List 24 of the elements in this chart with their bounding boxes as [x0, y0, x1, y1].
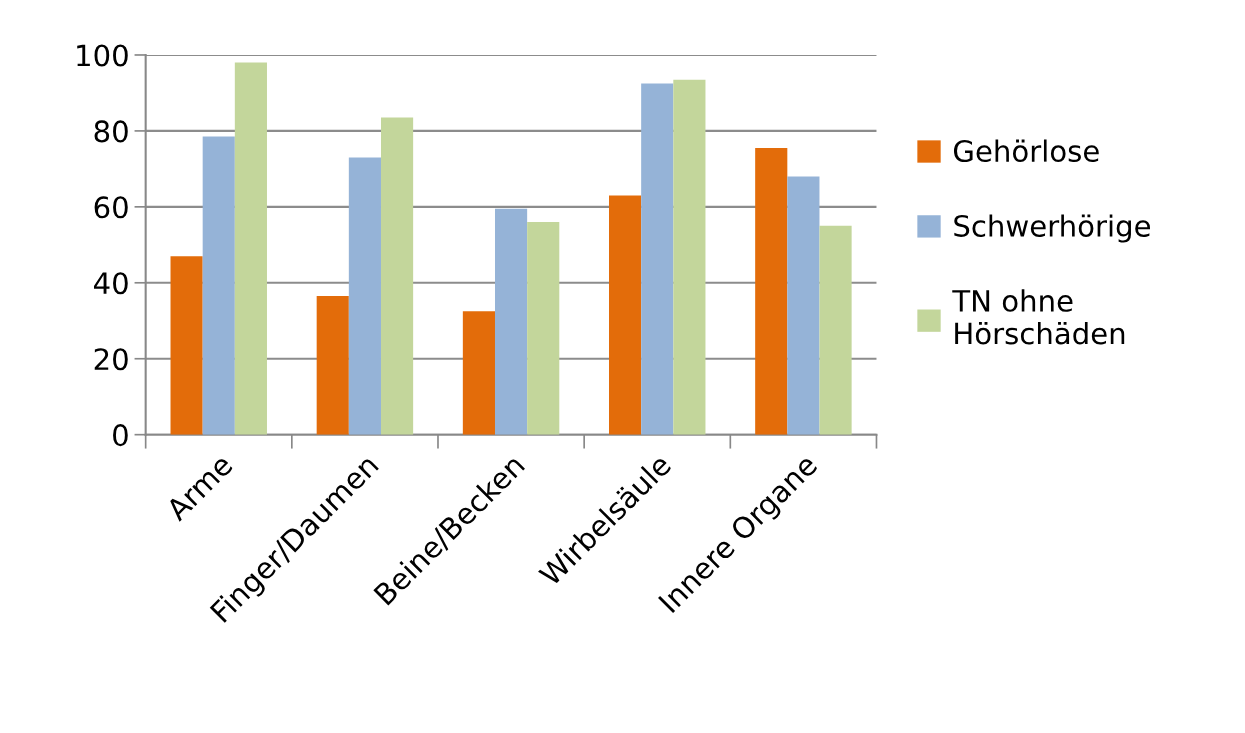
y-tick-label: 100	[77, 44, 128, 67]
y-tick-label: 20	[94, 348, 128, 371]
bar	[202, 136, 235, 435]
legend-label: Gehörlose	[953, 139, 1099, 163]
y-tick-label: 80	[94, 120, 128, 143]
bar	[348, 157, 381, 435]
bar	[170, 256, 203, 435]
legend-label: Schwerhörige	[954, 214, 1150, 243]
bar	[641, 83, 674, 435]
bar	[609, 195, 642, 435]
legend-label: TN ohne Hörschäden	[952, 289, 1125, 345]
bar	[755, 148, 788, 435]
bar	[462, 311, 495, 435]
bar	[673, 79, 706, 435]
y-tick-label: 40	[94, 272, 128, 295]
bar	[234, 62, 267, 435]
y-tick-label: 0	[113, 424, 128, 447]
bar	[527, 222, 560, 435]
bar	[316, 296, 349, 435]
bar	[787, 176, 820, 435]
bar	[494, 208, 528, 435]
bar	[380, 117, 414, 435]
y-tick-label: 60	[94, 196, 128, 219]
bar	[819, 225, 852, 435]
